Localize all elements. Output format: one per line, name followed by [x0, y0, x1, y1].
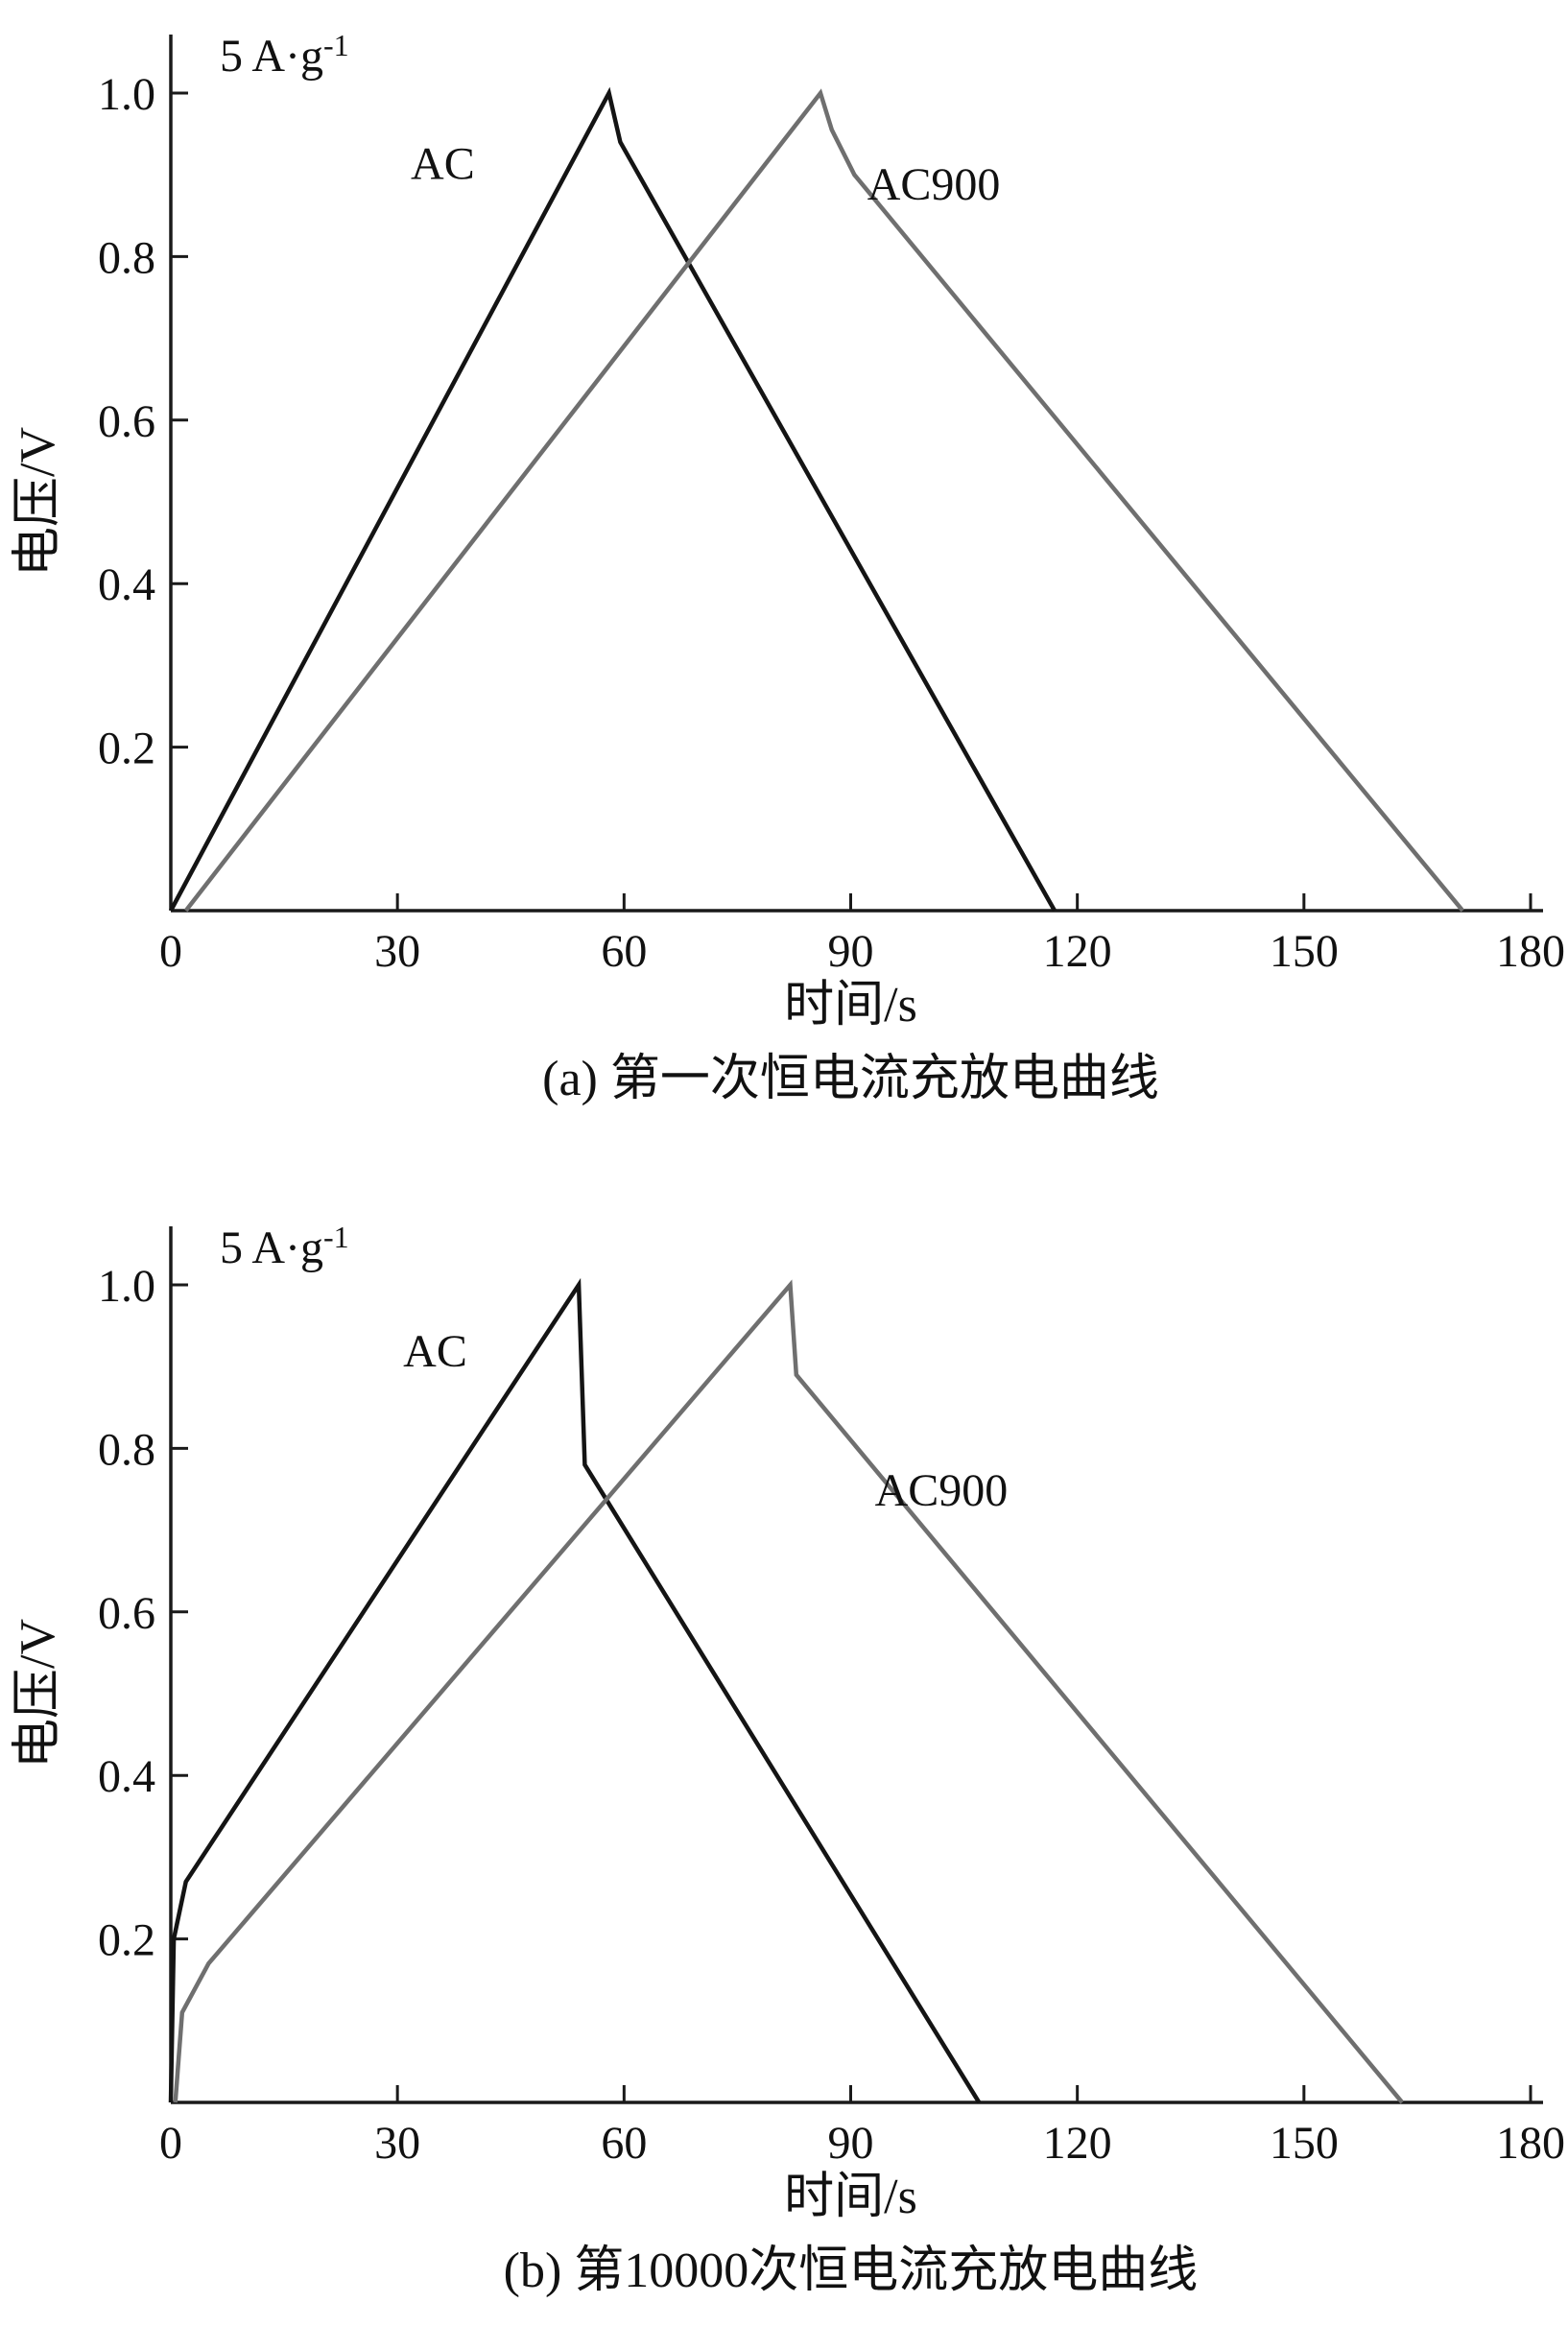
x-tick-label: 120: [1043, 926, 1112, 977]
x-axis-title: 时间/s: [784, 978, 917, 1033]
y-tick-label: 1.0: [98, 69, 155, 120]
x-tick-label: 60: [601, 2118, 647, 2169]
series-AC: [169, 86, 1057, 913]
series-label-AC: AC: [403, 1326, 467, 1377]
chart-b-caption: (b) 第10000次恒电流充放电曲线: [503, 2243, 1199, 2298]
series-label-AC900: AC900: [867, 159, 1001, 210]
chart-a-caption: (a) 第一次恒电流充放电曲线: [542, 1052, 1159, 1106]
chart-figure-a: 0 30 60 90 120 150 180 0.2 0.4 0.6 0.8 1.0 时间/s 电压/V 5…: [0, 6, 1568, 1111]
y-tick-label: 1.0: [98, 1261, 155, 1312]
x-tick-label: 120: [1043, 2118, 1112, 2169]
series-AC900: [183, 88, 1464, 913]
current-density-annotation: 5 A·g-1: [220, 1220, 349, 1273]
y-tick-label: 0.4: [98, 1751, 155, 1802]
x-tick-label: 30: [374, 2118, 420, 2169]
x-tick-label: 0: [159, 926, 182, 977]
chart-a-canvas: 0 30 60 90 120 150 180 0.2 0.4 0.6 0.8 1.0 时间/s 电压/V 5…: [11, 28, 1565, 1033]
y-tick-label: 0.6: [98, 1588, 155, 1639]
x-tick-label: 150: [1270, 2118, 1339, 2169]
y-tick-label: 0.6: [98, 396, 155, 447]
chart-b-canvas: 0 30 60 90 120 150 180 0.2 0.4 0.6 0.8 1.0 时间/s 电压/V 5…: [11, 1220, 1565, 2224]
y-axis-title: 电压/V: [11, 427, 65, 577]
y-tick-label: 0.4: [98, 559, 155, 610]
x-tick-label: 90: [828, 926, 874, 977]
x-tick-label: 180: [1496, 926, 1565, 977]
x-tick-label: 180: [1496, 2118, 1565, 2169]
series-label-AC: AC: [411, 138, 475, 189]
x-tick-label: 90: [828, 2118, 874, 2169]
y-tick-label: 0.8: [98, 1424, 155, 1475]
y-tick-label: 0.8: [98, 232, 155, 283]
series-AC: [168, 1277, 982, 2104]
x-tick-label: 0: [159, 2118, 182, 2169]
series-label-AC900: AC900: [875, 1465, 1009, 1516]
x-tick-label: 60: [601, 926, 647, 977]
x-axis-title: 时间/s: [784, 2170, 917, 2224]
current-density-annotation: 5 A·g-1: [220, 28, 349, 82]
x-tick-label: 30: [374, 926, 420, 977]
series-AC900: [173, 1279, 1404, 2104]
y-tick-label: 0.2: [98, 724, 155, 774]
chart-figure-b: 0 30 60 90 120 150 180 0.2 0.4 0.6 0.8 1.0 时间/s 电压/V 5…: [0, 1198, 1568, 2303]
x-tick-label: 150: [1270, 926, 1339, 977]
y-axis-title: 电压/V: [11, 1619, 65, 1768]
y-tick-label: 0.2: [98, 1915, 155, 1966]
